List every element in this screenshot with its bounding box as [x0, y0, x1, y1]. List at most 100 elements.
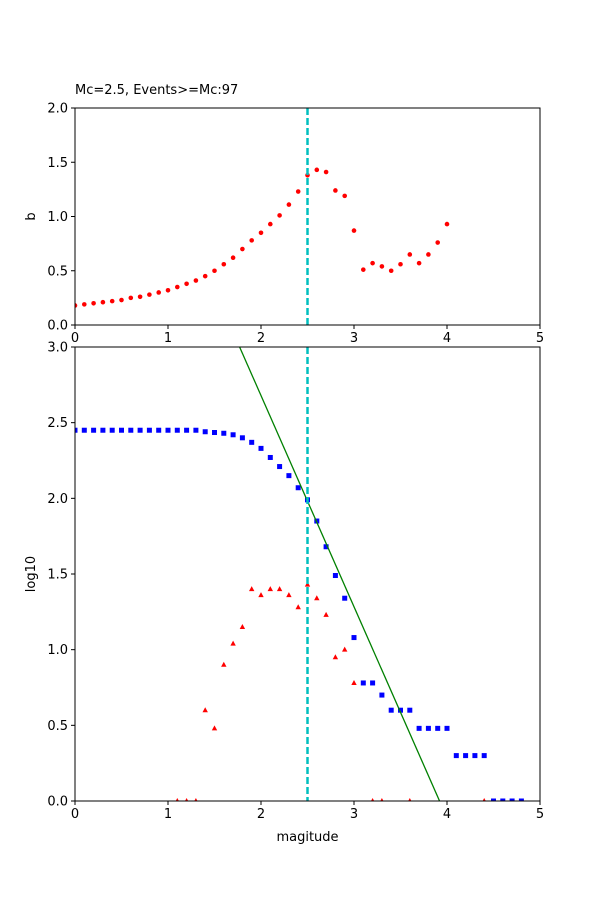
point — [482, 798, 486, 801]
point — [91, 301, 96, 306]
point — [509, 798, 515, 801]
point — [435, 725, 441, 731]
point — [221, 430, 227, 436]
point — [463, 753, 469, 759]
subplot: 0 1 2 3 4 5 0.0 0.5 1.0 1.5 2.0 2.5 3.0 magitude log10 — [24, 341, 544, 846]
point — [268, 221, 273, 227]
point — [276, 586, 283, 592]
point — [109, 298, 115, 304]
point — [444, 221, 450, 227]
point — [75, 303, 78, 308]
point — [258, 592, 264, 598]
point — [360, 680, 366, 686]
point — [370, 680, 376, 686]
point — [82, 302, 87, 307]
point — [267, 454, 273, 460]
point — [165, 427, 171, 433]
y-axis-label: log10 — [24, 556, 39, 592]
point — [351, 635, 357, 641]
x-tick-label: 1 — [164, 331, 172, 346]
point — [295, 485, 301, 491]
y-tick-label: 1.5 — [47, 156, 68, 171]
point — [91, 427, 97, 433]
point — [230, 432, 236, 438]
point — [351, 228, 357, 233]
point — [379, 264, 385, 269]
point — [146, 427, 152, 433]
y-tick-label: 0.5 — [47, 719, 68, 734]
point — [481, 753, 487, 759]
point — [100, 427, 106, 433]
point — [202, 273, 208, 279]
y-tick-label: 3.0 — [47, 341, 68, 356]
point — [426, 252, 431, 257]
point — [212, 268, 217, 274]
point — [380, 798, 384, 801]
point — [193, 278, 199, 283]
point — [332, 573, 338, 579]
plot-area — [75, 167, 450, 308]
point — [323, 169, 329, 175]
point — [128, 427, 134, 433]
y-axis-label: b — [24, 212, 39, 220]
y-tick-label: 2.5 — [47, 416, 68, 431]
point — [119, 297, 124, 303]
chart-title: Mc=2.5, Events>=Mc:97 — [75, 83, 238, 98]
point — [240, 246, 245, 252]
x-tick-label: 1 — [164, 807, 172, 822]
point — [435, 240, 441, 245]
x-tick-label: 0 — [71, 331, 79, 346]
point — [416, 260, 422, 266]
point — [304, 581, 311, 587]
point — [184, 281, 189, 287]
point — [472, 753, 478, 759]
y-tick-label: 1.5 — [47, 568, 68, 583]
point — [119, 427, 124, 433]
point — [370, 260, 375, 266]
point — [128, 295, 134, 301]
x-tick-label: 0 — [71, 807, 79, 822]
point — [342, 595, 348, 601]
x-tick-label: 4 — [443, 331, 451, 346]
point — [175, 798, 179, 801]
point — [388, 707, 394, 713]
point — [500, 798, 506, 801]
point — [137, 294, 143, 300]
y-tick-label: 1.0 — [47, 643, 68, 658]
point — [194, 798, 198, 801]
point — [174, 427, 180, 433]
point — [398, 707, 403, 713]
point — [314, 167, 320, 173]
point — [230, 255, 236, 261]
point — [184, 427, 190, 433]
point — [212, 430, 217, 436]
point — [75, 427, 78, 433]
point — [81, 427, 87, 433]
point — [332, 654, 339, 660]
point — [361, 267, 366, 272]
point — [211, 725, 218, 731]
point — [323, 611, 329, 617]
point — [370, 798, 375, 801]
point — [277, 213, 282, 218]
point — [202, 707, 208, 713]
point — [342, 193, 348, 199]
point — [407, 707, 413, 713]
point — [491, 798, 496, 801]
point — [137, 427, 143, 433]
x-tick-label: 3 — [350, 331, 358, 346]
point — [239, 623, 246, 629]
point — [333, 188, 338, 193]
point — [109, 427, 115, 433]
plot-area — [75, 347, 524, 801]
point — [342, 646, 348, 652]
point — [156, 290, 161, 295]
point — [156, 427, 162, 433]
y-tick-label: 0.0 — [47, 795, 68, 810]
x-tick-label: 4 — [443, 807, 451, 822]
point — [295, 604, 301, 610]
point — [258, 230, 264, 236]
point — [379, 692, 385, 698]
point — [175, 284, 180, 290]
point — [221, 261, 227, 267]
